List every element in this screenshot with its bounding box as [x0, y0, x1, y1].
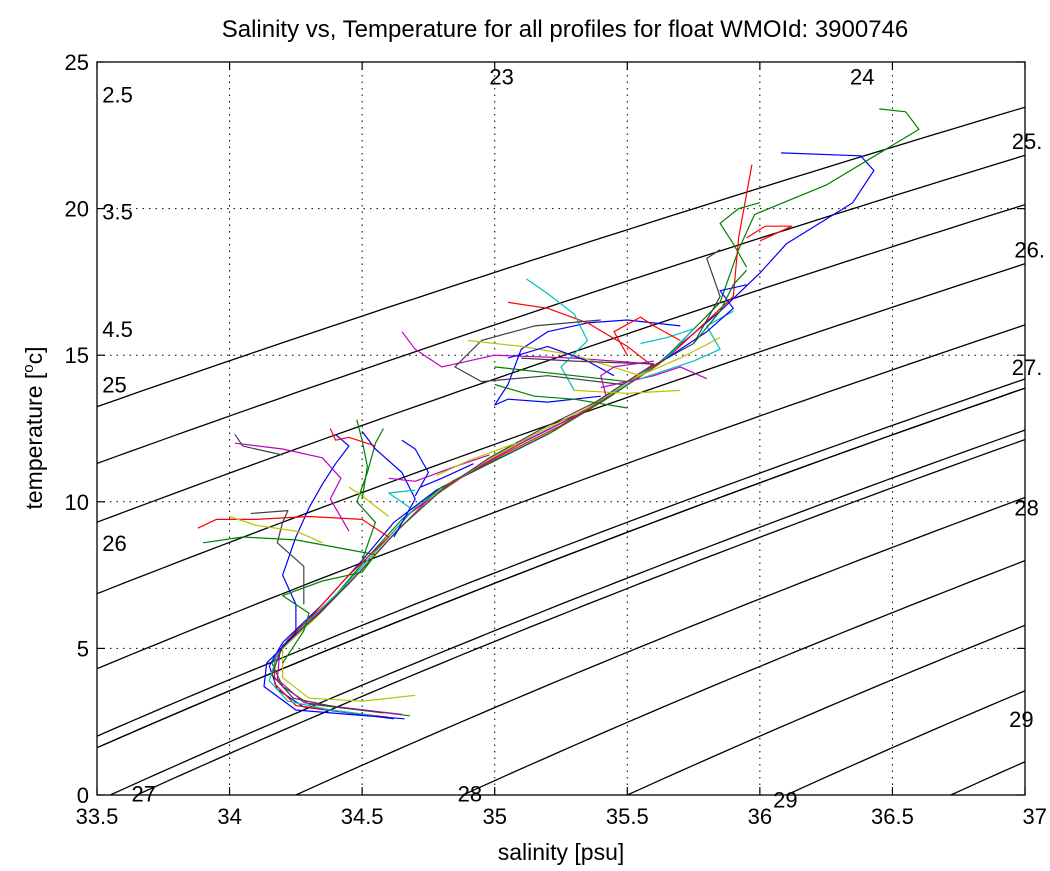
profile-line-21: [494, 319, 681, 406]
contour-label-4: 25.: [1012, 129, 1043, 154]
x-tick-label-1: 34: [217, 804, 241, 829]
profile-line-9: [197, 515, 390, 620]
profile-line-23: [526, 278, 589, 391]
x-tick-label-5: 36: [748, 804, 772, 829]
profile-line-32: [693, 269, 748, 344]
y-axis-label: temperature [oc]: [20, 346, 47, 509]
isopycnal-line-1: [97, 154, 1025, 465]
profile-line-1: [271, 108, 920, 717]
isopycnal-line-9: [135, 438, 1025, 795]
y-tick-label-3: 15: [65, 343, 89, 368]
contour-label-10: 28: [1014, 496, 1038, 521]
contour-label-13: 28: [458, 782, 482, 807]
isopycnal-line-2: [97, 203, 1025, 523]
profile-line-38: [420, 463, 474, 488]
x-tick-label-2: 34.5: [341, 804, 384, 829]
x-axis-label: salinity [psu]: [498, 839, 625, 865]
contour-label-0: 2.5: [102, 82, 133, 107]
plot-area: [97, 62, 1025, 795]
profile-line-35: [494, 383, 628, 409]
profile-line-33: [521, 357, 654, 365]
profile-line-6: [271, 249, 721, 714]
contour-label-1: 23: [489, 65, 513, 90]
x-tick-label-0: 33.5: [76, 804, 119, 829]
profile-line-8: [203, 536, 376, 664]
contour-label-7: 25: [102, 373, 126, 398]
profile-line-41: [600, 360, 654, 397]
profile-line-24: [494, 366, 628, 383]
x-tick-label-6: 36.5: [871, 804, 914, 829]
profile-line-36: [388, 454, 490, 482]
y-tick-labels: 0 5 10 15 20 25: [65, 50, 89, 808]
profile-line-19: [356, 419, 368, 499]
isopycnal-line-11: [461, 559, 1025, 795]
x-tick-label-7: 37: [1023, 804, 1047, 829]
profile-line-31: [666, 284, 747, 359]
profile-line-30: [640, 310, 734, 380]
isopycnal-line-12: [625, 624, 1025, 795]
profile-line-20: [229, 515, 323, 544]
contour-label-8: 27.: [1012, 355, 1043, 380]
plot-frame: [96, 61, 1026, 796]
isopycnal-line-13: [784, 690, 1025, 795]
isopycnal-line-4: [97, 324, 1025, 670]
profile-line-16: [401, 439, 429, 497]
contour-label-5: 4.5: [102, 317, 133, 342]
y-axis-label-sup: o: [20, 364, 37, 372]
profile-line-39: [719, 202, 761, 268]
profile-line-10: [250, 510, 305, 605]
profile-line-34: [574, 389, 681, 394]
contour-label-6: 26.: [1014, 238, 1045, 263]
profile-line-7: [263, 433, 405, 720]
y-tick-label-4: 20: [65, 197, 89, 222]
profile-line-11: [356, 428, 384, 561]
profile-line-27: [613, 316, 681, 356]
y-axis-label-tail: c]: [21, 346, 47, 364]
y-tick-label-1: 5: [77, 636, 89, 661]
isopycnal-line-8: [97, 387, 1025, 749]
profile-line-25: [454, 319, 623, 386]
axis-ticks: [96, 61, 1026, 796]
profile-lines: [197, 108, 920, 720]
contour-label-14: 29: [773, 787, 797, 812]
x-tick-labels: 33.5 34 34.5 35 35.5 36 36.5 37: [76, 804, 1047, 829]
contour-label-12: 27: [131, 782, 155, 807]
profile-line-22: [507, 301, 655, 368]
profile-line-26: [468, 339, 641, 377]
y-tick-label-5: 25: [65, 50, 89, 75]
chart-title: Salinity vs, Temperature for all profile…: [222, 16, 909, 43]
profile-line-37: [436, 442, 517, 476]
isopycnal-line-7: [97, 378, 1025, 737]
profile-line-14: [234, 434, 283, 456]
y-tick-label-2: 10: [65, 490, 89, 515]
profile-line-13: [234, 442, 350, 532]
x-tick-label-4: 35.5: [606, 804, 649, 829]
profile-line-29: [600, 366, 708, 389]
contour-label-3: 3.5: [102, 200, 133, 225]
isopycnal-line-3: [97, 263, 1025, 595]
y-tick-label-0: 0: [77, 783, 89, 808]
profile-line-12: [361, 431, 416, 538]
contour-label-11: 29: [1009, 707, 1033, 732]
contour-label-9: 26: [102, 531, 126, 556]
contour-labels: 2.5 23 24 3.5 25. 4.5 26. 25 27. 26 28 29 27 28 29: [102, 65, 1045, 813]
y-axis-label-main: temperature [: [21, 372, 47, 509]
isopycnal-line-0: [97, 106, 1025, 408]
isopycnal-contours: [97, 106, 1025, 795]
isopycnal-line-10: [294, 496, 1025, 795]
profile-line-40: [746, 225, 793, 242]
x-tick-label-3: 35: [482, 804, 506, 829]
profile-line-17: [388, 489, 416, 509]
profile-line-28: [507, 345, 615, 377]
isopycnal-line-6: [108, 429, 1025, 795]
profile-line-3: [268, 328, 695, 717]
contour-label-2: 24: [850, 65, 874, 90]
